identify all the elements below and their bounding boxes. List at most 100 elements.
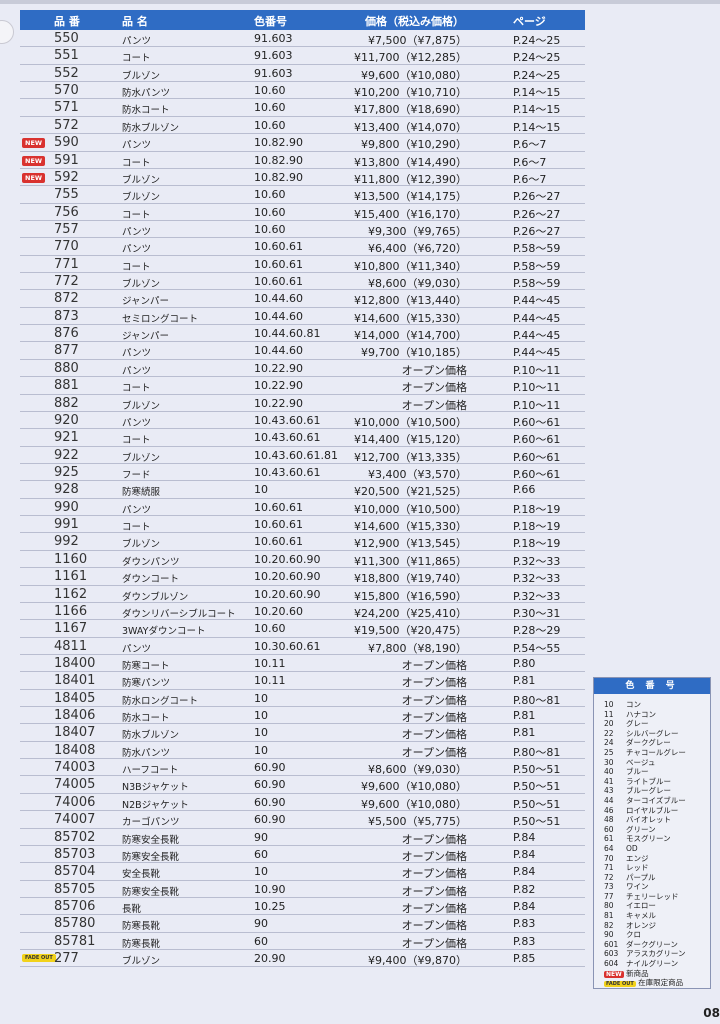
page-ref: P.84 [513, 847, 536, 861]
price: ¥9,400（¥9,870） [368, 954, 467, 968]
page-ref: P.14～15 [513, 120, 561, 134]
page-ref: P.82 [513, 882, 536, 896]
item-number: 770 [54, 239, 79, 255]
item-name: パンツ [122, 36, 151, 47]
price: ¥7,500（¥7,875） [368, 34, 467, 47]
page-ref: P.44～45 [513, 346, 561, 360]
item-number: 18405 [54, 690, 96, 706]
page-ref: P.30～31 [513, 606, 561, 620]
item-name: 防水コート [122, 105, 170, 117]
table-row: NEW 591 コート 10.82.90 ¥13,800（¥14,490） P.6～7 [20, 152, 585, 169]
price: ¥10,000（¥10,500） [354, 502, 467, 516]
item-name: セミロングコート [122, 313, 199, 325]
price: ¥11,700（¥12,285） [354, 51, 467, 65]
legend-fade: FADE OUT 在庫限定商品 [604, 978, 710, 988]
table-row: 880 パンツ 10.22.90 オープン価格 P.10～11 [20, 360, 585, 378]
page-number: 08 [703, 1006, 720, 1020]
item-name: 防寒安全長靴 [122, 834, 180, 846]
item-number: 920 [54, 412, 79, 428]
color-codes: 10.82.90 [254, 153, 303, 167]
color-codes: 90 [254, 830, 268, 844]
legend-list: 10 コン 11 ハナコン 20 グレー 22 シルバーグレー 24 ダークグレー 25 チャコールグ… [594, 700, 710, 969]
table-row: 872 ジャンパー 10.44.60 ¥12,800（¥13,440） P.44～45 [20, 290, 585, 308]
color-name: ターコイズブルー [626, 795, 686, 805]
color-codes: 10.82.90 [254, 170, 303, 184]
item-number: 876 [54, 326, 79, 342]
item-name: コート [122, 383, 151, 395]
color-codes: 10.43.60.61 [254, 413, 321, 427]
table-row: 991 コート 10.60.61 ¥14,600（¥15,330） P.18～19 [20, 516, 585, 534]
color-codes: 10.11 [254, 656, 286, 670]
table-row: 1162 ダウンブルゾン 10.20.60.90 ¥15,800（¥16,590） P.… [20, 586, 585, 603]
page-ref: P.24～25 [513, 34, 561, 47]
price: ¥8,600（¥9,030） [368, 277, 467, 291]
page-ref: P.58～59 [513, 259, 561, 273]
color-code: 77 [604, 891, 614, 901]
item-number: 757 [54, 221, 79, 237]
page-ref: P.85 [513, 952, 536, 966]
price: ¥5,500（¥5,775） [368, 815, 467, 829]
item-name: 防水パンツ [122, 747, 170, 759]
table-row: 882 ブルゾン 10.22.90 オープン価格 P.10～11 [20, 395, 585, 412]
color-codes: 10.44.60 [254, 344, 303, 358]
color-codes: 10.20.60.90 [254, 552, 321, 566]
color-codes: 10.60 [254, 101, 286, 115]
color-name: チェリーレッド [626, 891, 679, 901]
legend-item: 30 ベージュ [604, 758, 710, 768]
color-name: パープル [626, 872, 656, 882]
page-ref: P.26～27 [513, 190, 561, 204]
price: ¥9,800（¥10,290） [361, 138, 467, 152]
price: ¥12,900（¥13,545） [354, 537, 467, 551]
item-name: パンツ [122, 226, 151, 238]
price: オープン価格 [401, 745, 467, 759]
item-number: 873 [54, 308, 79, 324]
color-code: 60 [604, 824, 614, 834]
color-codes: 60.90 [254, 795, 286, 809]
item-name: コート [122, 209, 151, 221]
color-code: 601 [604, 939, 619, 949]
color-codes: 10.60 [254, 118, 286, 132]
price: ¥17,800（¥18,690） [354, 103, 467, 117]
color-code: 80 [604, 901, 614, 911]
color-code: 81 [604, 911, 614, 921]
color-name: モスグリーン [626, 834, 671, 844]
color-name: ブルー [626, 767, 649, 777]
table-row: 881 コート 10.22.90 オープン価格 P.10～11 [20, 377, 585, 395]
page-ref: P.18～19 [513, 502, 561, 516]
color-codes: 60 [254, 847, 268, 861]
legend-item: 10 コン [604, 700, 710, 710]
item-name: カーゴパンツ [122, 817, 180, 829]
color-name: クロ [626, 930, 641, 940]
page-ref: P.26～27 [513, 224, 561, 238]
color-codes: 10.20.60 [254, 604, 303, 618]
color-code: 11 [604, 709, 614, 719]
table-row: 18400 防寒コート 10.11 オープン価格 P.80 [20, 655, 585, 673]
price: オープン価格 [401, 658, 467, 672]
table-row: 876 ジャンパー 10.44.60.81 ¥14,000（¥14,700） P.44～… [20, 325, 585, 343]
table-row: 770 パンツ 10.60.61 ¥6,400（¥6,720） P.58～59 [20, 238, 585, 256]
page-ref: P.6～7 [513, 138, 547, 152]
item-number: 74006 [54, 794, 96, 810]
table-row: 928 防寒続服 10 ¥20,500（¥21,525） P.66 [20, 481, 585, 499]
price: ¥10,200（¥10,710） [354, 86, 467, 100]
color-codes: 10 [254, 691, 268, 705]
color-code: 61 [604, 834, 614, 844]
item-number: 992 [54, 534, 79, 550]
color-codes: 60 [254, 934, 268, 948]
new-badge: NEW [22, 172, 46, 183]
color-name: オレンジ [626, 920, 656, 930]
page-ref: P.24～25 [513, 51, 561, 65]
table-row: 920 パンツ 10.43.60.61 ¥10,000（¥10,500） P.60～61 [20, 412, 585, 430]
color-codes: 10.60 [254, 188, 286, 202]
item-name: ブルゾン [122, 452, 161, 464]
legend-new-label: 新商品 [626, 968, 649, 978]
color-code: 22 [604, 728, 614, 738]
price: ¥3,400（¥3,570） [368, 467, 467, 481]
page-ref: P.54～55 [513, 641, 561, 655]
color-name: シルバーグレー [626, 728, 679, 738]
price: ¥12,800（¥13,440） [354, 294, 467, 308]
item-number: 74005 [54, 777, 96, 793]
legend-item: 60 グリーン [604, 825, 710, 835]
item-name: ブルゾン [122, 70, 161, 82]
item-name: パンツ [122, 348, 151, 360]
